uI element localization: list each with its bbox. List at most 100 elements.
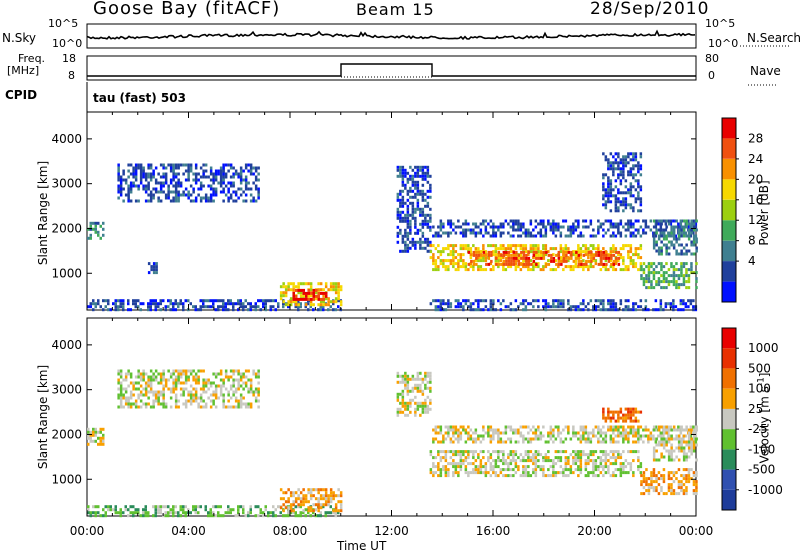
data-cell <box>534 299 538 303</box>
data-cell <box>152 175 155 179</box>
data-cell <box>602 450 605 454</box>
data-cell <box>437 468 440 472</box>
data-cell <box>124 508 127 512</box>
data-cell <box>559 225 563 229</box>
data-cell <box>396 407 400 411</box>
data-cell <box>117 175 120 179</box>
data-cell <box>312 488 315 492</box>
data-cell <box>254 399 258 403</box>
data-cell <box>192 187 195 191</box>
data-cell <box>399 174 402 178</box>
data-cell <box>502 222 505 226</box>
data-cell <box>117 372 120 376</box>
data-cell <box>647 440 650 444</box>
data-cell <box>640 483 643 487</box>
data-cell <box>627 462 630 466</box>
data-cell <box>182 390 185 394</box>
data-cell <box>637 459 640 463</box>
data-cell <box>324 514 327 518</box>
data-cell <box>409 246 412 250</box>
data-cell <box>414 377 417 381</box>
data-cell <box>569 231 573 235</box>
data-cell <box>634 234 638 238</box>
data-cell <box>187 390 190 394</box>
data-cell <box>89 511 92 515</box>
data-cell <box>579 450 583 454</box>
data-cell <box>202 390 205 394</box>
data-cell <box>675 274 678 278</box>
data-cell <box>132 505 135 509</box>
data-cell <box>482 234 485 238</box>
data-cell <box>426 243 430 247</box>
data-cell <box>685 486 688 490</box>
data-cell <box>127 199 130 203</box>
data-cell <box>439 456 443 460</box>
data-cell <box>144 390 148 394</box>
data-cell <box>429 207 432 211</box>
data-cell <box>107 508 110 512</box>
data-cell <box>212 172 215 176</box>
data-cell <box>577 468 580 472</box>
data-cell <box>147 402 150 406</box>
data-cell <box>549 305 553 309</box>
data-region <box>396 371 432 417</box>
data-cell <box>444 231 448 235</box>
data-cell <box>627 440 630 444</box>
data-cell <box>502 244 505 248</box>
colorbar-segment <box>722 261 736 282</box>
data-cell <box>527 474 530 478</box>
data-cell <box>424 192 427 196</box>
data-cell <box>632 410 635 414</box>
data-cell <box>619 158 623 162</box>
data-cell <box>552 225 555 229</box>
data-cell <box>401 377 405 381</box>
data-cell <box>557 253 561 257</box>
data-cell <box>337 494 340 498</box>
data-cell <box>584 462 588 466</box>
data-cell <box>401 410 405 414</box>
data-cell <box>594 299 598 303</box>
data-cell <box>432 456 435 460</box>
data-cell <box>207 381 210 385</box>
data-cell <box>609 219 613 223</box>
data-cell <box>527 268 530 272</box>
data-cell <box>162 393 165 397</box>
data-cell <box>597 262 601 266</box>
data-cell <box>685 286 688 290</box>
data-cell <box>569 465 573 469</box>
data-cell <box>244 369 248 373</box>
data-cell <box>529 474 533 478</box>
data-cell <box>194 378 198 382</box>
data-cell <box>479 434 483 438</box>
data-cell <box>524 247 528 251</box>
data-cell <box>622 428 625 432</box>
data-cell <box>396 195 400 199</box>
data-cell <box>282 285 285 289</box>
data-cell <box>94 230 97 234</box>
data-cell <box>685 440 688 444</box>
data-cell <box>552 302 555 306</box>
data-cell <box>129 163 133 167</box>
data-cell <box>269 308 272 312</box>
data-cell <box>396 174 400 178</box>
data-cell <box>579 471 583 475</box>
data-cell <box>482 450 485 454</box>
data-cell <box>204 299 207 303</box>
nsky-tick-top: 10^5 <box>48 17 79 30</box>
data-cell <box>612 222 615 226</box>
data-cell <box>462 247 465 251</box>
data-cell <box>522 425 525 429</box>
data-cell <box>414 186 417 190</box>
data-cell <box>689 299 693 303</box>
data-cell <box>549 465 553 469</box>
data-cell <box>444 259 448 263</box>
data-cell <box>319 511 322 515</box>
data-cell <box>242 308 245 312</box>
data-cell <box>687 480 691 484</box>
data-cell <box>411 216 415 220</box>
data-cell <box>524 299 528 303</box>
data-cell <box>234 199 238 203</box>
data-cell <box>695 280 698 284</box>
data-cell <box>434 456 438 460</box>
data-cell <box>672 492 676 496</box>
